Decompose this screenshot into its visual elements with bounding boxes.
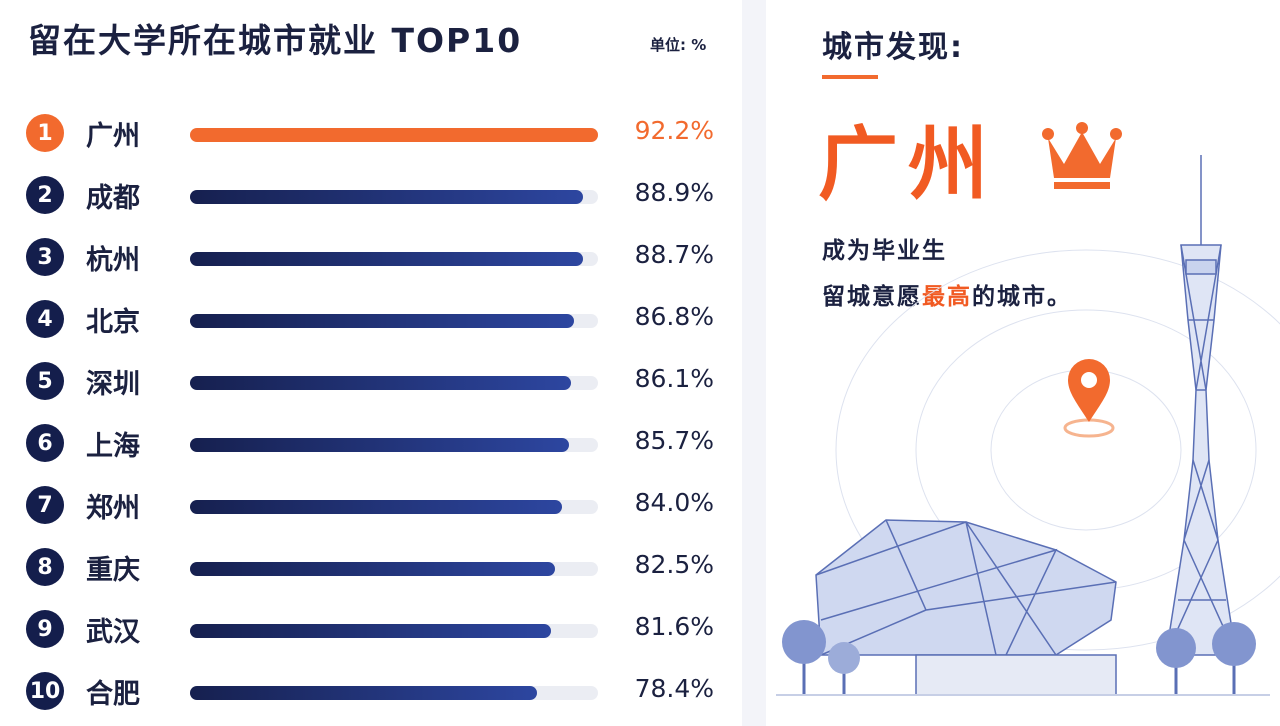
- city-label: 北京: [86, 307, 140, 338]
- city-label: 合肥: [86, 679, 140, 710]
- opera-house: [815, 519, 1117, 696]
- ranking-panel: [0, 0, 742, 726]
- bar-row: 10 合肥 78.4%: [0, 668, 742, 718]
- city-label: 深圳: [86, 369, 140, 400]
- city-label: 广州: [86, 121, 140, 152]
- rank-badge: 9: [26, 610, 64, 648]
- bar-track: [190, 190, 598, 204]
- discovery-text: 成为毕业生 留城意愿最高的城市。: [822, 228, 1072, 320]
- bar: [190, 252, 583, 266]
- rank-badge: 1: [26, 114, 64, 152]
- bar: [190, 314, 574, 328]
- bar-row: 9 武汉 81.6%: [0, 606, 742, 656]
- value-label: 92.2%: [634, 116, 714, 145]
- desc-line-1: 成为毕业生: [822, 238, 947, 264]
- bar-track: [190, 252, 598, 266]
- desc-highlight: 最高: [922, 284, 972, 310]
- bar: [190, 128, 598, 142]
- title-underline: [822, 75, 878, 79]
- discovery-title: 城市发现:: [822, 30, 964, 65]
- featured-city: 广州: [818, 118, 998, 211]
- bar: [190, 500, 562, 514]
- bar-row: 3 杭州 88.7%: [0, 234, 742, 284]
- bar-track: [190, 128, 598, 142]
- unit-label: 单位: %: [650, 36, 707, 54]
- city-label: 成都: [86, 183, 140, 214]
- rank-badge: 5: [26, 362, 64, 400]
- bar: [190, 190, 583, 204]
- bar: [190, 438, 569, 452]
- value-label: 88.7%: [634, 240, 714, 269]
- bar: [190, 686, 537, 700]
- bar-track: [190, 686, 598, 700]
- bar: [190, 562, 555, 576]
- value-label: 85.7%: [634, 426, 714, 455]
- bar: [190, 624, 551, 638]
- bar-row: 5 深圳 86.1%: [0, 358, 742, 408]
- city-label: 杭州: [86, 245, 140, 276]
- bar-track: [190, 624, 598, 638]
- bar-track: [190, 314, 598, 328]
- bar-row: 2 成都 88.9%: [0, 172, 742, 222]
- desc-line-2: 留城意愿最高的城市。: [822, 274, 1072, 320]
- rank-badge: 2: [26, 176, 64, 214]
- value-label: 88.9%: [634, 178, 714, 207]
- bar-track: [190, 376, 598, 390]
- value-label: 81.6%: [634, 612, 714, 641]
- rank-badge: 6: [26, 424, 64, 462]
- crown-icon: [1042, 122, 1122, 189]
- bar-track: [190, 562, 598, 576]
- bar-row: 1 广州 92.2%: [0, 110, 742, 160]
- rank-badge: 3: [26, 238, 64, 276]
- city-label: 武汉: [86, 617, 140, 648]
- value-label: 86.8%: [634, 302, 714, 331]
- value-label: 84.0%: [634, 488, 714, 517]
- bar-row: 8 重庆 82.5%: [0, 544, 742, 594]
- city-illustration: [776, 155, 1280, 696]
- bar-row: 4 北京 86.8%: [0, 296, 742, 346]
- trees: [782, 620, 1256, 695]
- city-label: 郑州: [86, 493, 140, 524]
- city-label: 上海: [86, 431, 140, 462]
- bar-row: 6 上海 85.7%: [0, 420, 742, 470]
- desc-line-2-post: 的城市。: [972, 284, 1072, 310]
- value-label: 78.4%: [634, 674, 714, 703]
- rank-badge: 4: [26, 300, 64, 338]
- bar-row: 7 郑州 84.0%: [0, 482, 742, 532]
- value-label: 82.5%: [634, 550, 714, 579]
- city-label: 重庆: [86, 555, 140, 586]
- bar-track: [190, 500, 598, 514]
- location-pin-icon: [1063, 359, 1115, 438]
- desc-line-2-pre: 留城意愿: [822, 284, 922, 310]
- tv-tower: [1165, 155, 1237, 656]
- bar-track: [190, 438, 598, 452]
- rank-badge: 7: [26, 486, 64, 524]
- rank-badge: 10: [26, 672, 64, 710]
- chart-title: 留在大学所在城市就业 TOP10: [28, 21, 523, 60]
- bar: [190, 376, 571, 390]
- value-label: 86.1%: [634, 364, 714, 393]
- rank-badge: 8: [26, 548, 64, 586]
